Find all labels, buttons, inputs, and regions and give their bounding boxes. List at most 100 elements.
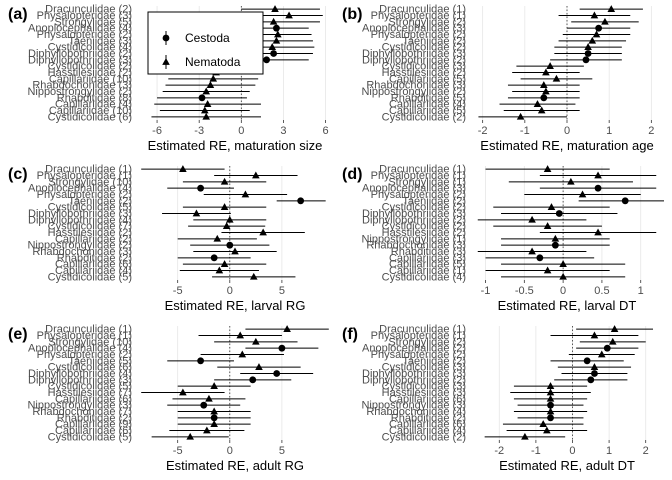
category-label: Hasstilesiidae (2)	[48, 227, 132, 239]
category-label: Hasstilesiidae (2)	[382, 67, 466, 79]
point-cestoda	[226, 241, 234, 249]
panel-tag: (a)	[8, 6, 28, 23]
category-label: Capillariidae (6)	[55, 259, 132, 271]
panel-tag: (d)	[342, 166, 362, 183]
x-tick-label: 2	[648, 125, 654, 137]
point-nematoda	[202, 112, 211, 120]
point-nematoda	[272, 36, 281, 44]
point-nematoda	[601, 17, 609, 25]
point-nematoda	[578, 190, 587, 198]
point-nematoda	[584, 43, 592, 51]
point-nematoda	[551, 234, 560, 242]
x-tick-label: 0.5	[594, 285, 609, 297]
category-label: Diphyllobothriidae (3)	[362, 208, 466, 220]
category-label: Taeniidae (2)	[402, 355, 466, 367]
category-label: Anoplocephalidae (3)	[362, 183, 466, 195]
category-label: Capillariidae (4)	[389, 425, 466, 437]
panel-4: Dracunculidae (1)Physalopteridae (1)Stro…	[8, 324, 334, 473]
point-nematoda	[543, 165, 552, 173]
point-nematoda	[205, 394, 213, 402]
point-nematoda	[543, 266, 552, 274]
panel-tag: (b)	[342, 6, 362, 23]
point-nematoda	[546, 394, 555, 402]
category-label: Nippostrongylidae (2)	[27, 86, 132, 98]
x-axis-title: Estimated RE, adult DT	[499, 458, 635, 473]
point-cestoda	[297, 197, 305, 205]
category-label: Nippostrongylidae (3)	[361, 400, 466, 412]
point-nematoda	[215, 266, 224, 274]
category-label: Hasstilesiidae (3)	[382, 387, 466, 399]
point-cestoda	[198, 94, 206, 102]
point-cestoda	[547, 414, 554, 422]
category-label: Cystidicolidae (2)	[382, 42, 466, 54]
x-tick-label: 5	[279, 285, 285, 297]
point-nematoda	[539, 420, 548, 428]
point-nematoda	[203, 426, 211, 434]
point-nematoda	[567, 177, 575, 185]
category-label: Diphyllobothriidae (3)	[362, 368, 466, 380]
category-label: Nippostrongylidae (3)	[27, 400, 132, 412]
category-label: Physalopteridae (1)	[37, 330, 132, 342]
point-nematoda	[590, 11, 599, 19]
point-nematoda	[542, 68, 550, 76]
x-tick-label: 1	[606, 445, 612, 457]
category-label: Taeniidae (5)	[68, 355, 132, 367]
point-nematoda	[210, 420, 218, 428]
point-nematoda	[547, 203, 556, 211]
category-label: Cystidicolidae (4)	[382, 271, 466, 283]
point-nematoda	[542, 87, 550, 95]
point-cestoda	[263, 56, 270, 64]
category-label: Physalopteridae (3)	[37, 10, 132, 22]
category-label: Capillariidae (5)	[389, 105, 466, 117]
x-tick-label: -5	[173, 445, 183, 457]
category-label: Cystidicolidae (5)	[48, 381, 132, 393]
plot-area	[470, 326, 664, 440]
category-label: Dracunculidae (1)	[45, 324, 132, 336]
point-nematoda	[608, 337, 617, 345]
point-cestoda	[595, 24, 603, 32]
category-label: Strongylidae (1)	[388, 176, 466, 188]
category-label: Capillariidae (4)	[55, 265, 132, 277]
category-label: Rhabdochonidae (7)	[32, 406, 132, 418]
category-label: Capillariidae (5)	[389, 259, 466, 271]
point-nematoda	[597, 350, 606, 358]
category-label: Diphyllobothriidae (3)	[28, 374, 132, 386]
category-label: Cystidicolidae (2)	[382, 202, 466, 214]
point-nematoda	[186, 432, 194, 440]
x-tick-label: -1	[531, 445, 541, 457]
category-label: Hasstilesiidae (2)	[382, 227, 466, 239]
category-label: Rhabdochonidae (3)	[366, 80, 466, 92]
category-label: Rhabditidae (2)	[57, 412, 132, 424]
plot-area	[136, 326, 334, 440]
x-tick-label: 0	[227, 445, 233, 457]
category-label: Anoplocephalidae (4)	[28, 183, 132, 195]
point-nematoda	[537, 106, 546, 114]
point-nematoda	[210, 407, 218, 415]
legend-label: Nematoda	[185, 55, 241, 69]
category-label: Cystidicolidae (5)	[48, 271, 132, 283]
panel-2: Dracunculidae (1)Physalopteridae (1)Stro…	[8, 164, 334, 313]
category-label: Nippostrongylidae (2)	[27, 240, 132, 252]
point-cestoda	[621, 197, 629, 205]
point-nematoda	[285, 11, 293, 19]
category-label: Capillariidae (4)	[389, 99, 466, 111]
point-nematoda	[201, 106, 209, 114]
point-nematoda	[220, 260, 229, 268]
category-label: Capillariidae (6)	[389, 393, 466, 405]
category-label: Strongylidae (10)	[48, 176, 132, 188]
point-nematoda	[202, 87, 211, 95]
x-axis-title: Estimated RE, maturation size	[148, 138, 323, 153]
point-nematoda	[231, 247, 239, 255]
category-label: Physalopteridae (2)	[371, 349, 466, 361]
point-nematoda	[268, 43, 277, 51]
category-label: Anoplocephalidae (2)	[362, 343, 466, 355]
category-label: Strongylidae (5)	[54, 16, 132, 28]
point-nematoda	[249, 272, 258, 280]
point-cestoda	[197, 357, 205, 365]
category-label: Strongylidae (2)	[388, 16, 466, 28]
category-label: Nippostrongylidae (1)	[361, 233, 466, 245]
category-label: Capillariidae (4)	[55, 99, 132, 111]
category-label: Diphyllobothriidae (2)	[362, 374, 466, 386]
point-nematoda	[543, 222, 552, 230]
